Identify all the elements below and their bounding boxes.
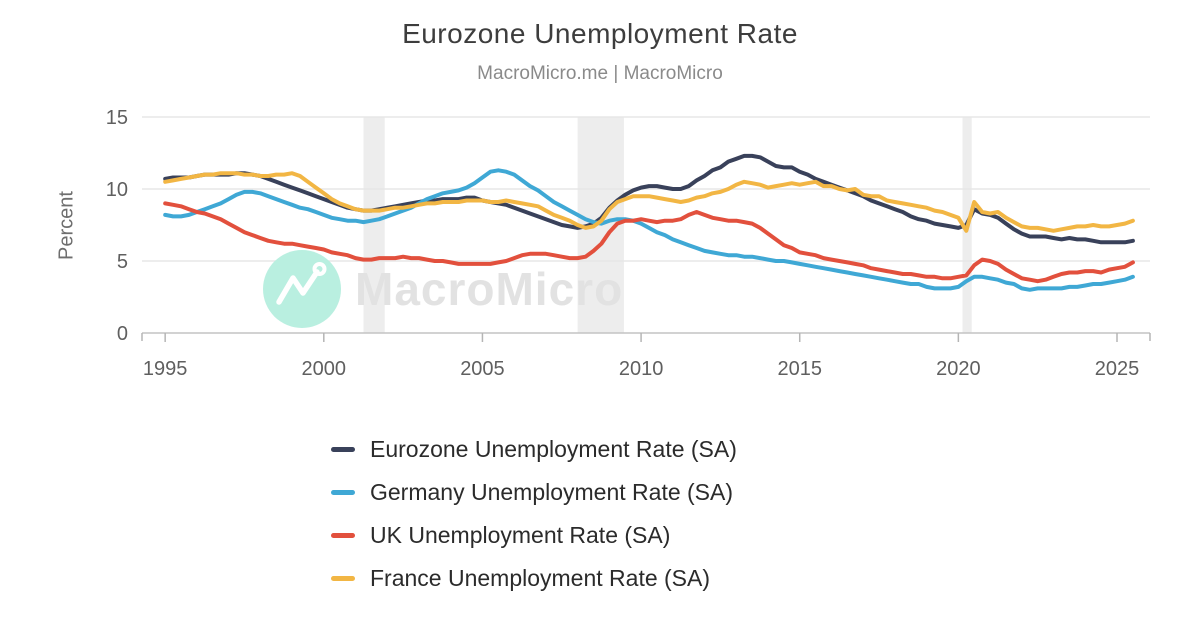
y-tick-label: 5 xyxy=(117,251,128,273)
y-tick-label: 10 xyxy=(106,179,128,201)
legend-item-germany: Germany Unemployment Rate (SA) xyxy=(331,471,737,514)
series-line xyxy=(163,153,1135,245)
x-tick-label: 1995 xyxy=(143,358,188,380)
legend-label: Germany Unemployment Rate (SA) xyxy=(370,479,734,505)
legend-label: Eurozone Unemployment Rate (SA) xyxy=(370,436,737,462)
x-tick-label: 2005 xyxy=(460,358,505,380)
uk-line-swatch xyxy=(331,533,355,538)
legend-item-france: France Unemployment Rate (SA) xyxy=(331,557,737,600)
watermark-text: MacroMicro xyxy=(355,263,624,315)
x-tick-label: 2010 xyxy=(619,358,664,380)
x-tick-label: 2015 xyxy=(777,358,822,380)
chart-title: Eurozone Unemployment Rate xyxy=(402,18,798,49)
france-line-swatch xyxy=(331,576,355,581)
legend-label: UK Unemployment Rate (SA) xyxy=(370,522,671,548)
watermark: MacroMicro xyxy=(263,250,623,328)
series-line xyxy=(163,171,1135,233)
legend: Eurozone Unemployment Rate (SA) Germany … xyxy=(331,428,737,600)
chart-subtitle: MacroMicro.me | MacroMicro xyxy=(477,63,723,84)
y-axis-label: Percent xyxy=(55,191,78,260)
macromicro-logo-icon xyxy=(263,250,341,328)
recession-band xyxy=(962,117,972,333)
y-tick-label: 0 xyxy=(117,323,128,345)
legend-item-uk: UK Unemployment Rate (SA) xyxy=(331,514,737,557)
y-tick-label: 15 xyxy=(106,107,128,129)
legend-item-eurozone: Eurozone Unemployment Rate (SA) xyxy=(331,428,737,471)
x-tick-label: 2020 xyxy=(936,358,981,380)
eurozone-line-swatch xyxy=(331,447,355,452)
germany-line-swatch xyxy=(331,490,355,495)
x-tick-label: 2025 xyxy=(1095,358,1140,380)
x-tick-label: 2000 xyxy=(302,358,347,380)
legend-label: France Unemployment Rate (SA) xyxy=(370,565,711,591)
